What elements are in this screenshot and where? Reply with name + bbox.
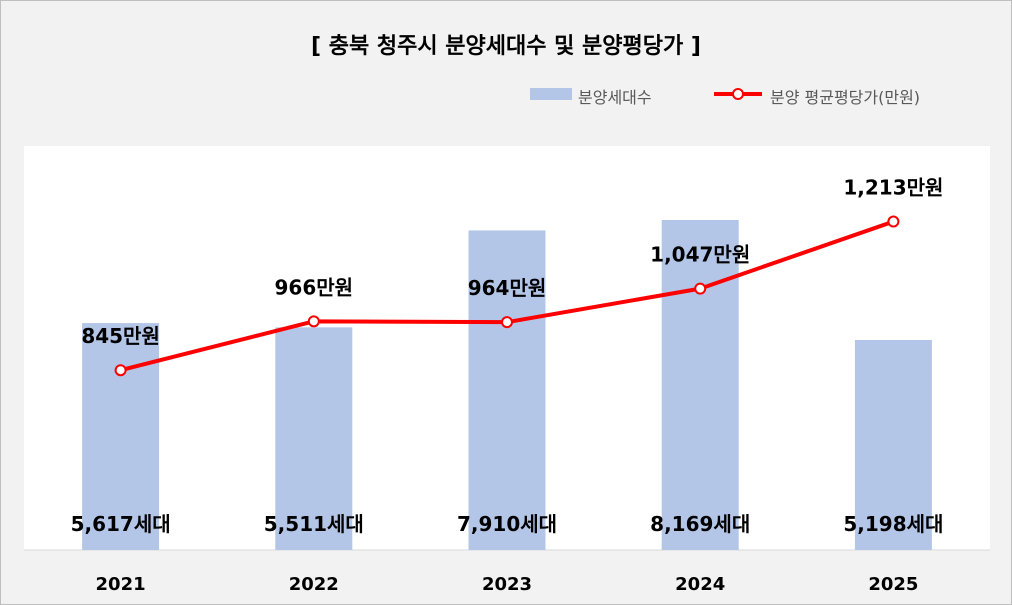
bar-data-label: 5,198세대 [843, 512, 943, 536]
line-data-label: 1,213만원 [843, 176, 943, 200]
bar-data-label: 5,617세대 [71, 512, 171, 536]
x-tick-label: 2025 [868, 574, 918, 595]
bar-2021 [82, 323, 160, 550]
legend-swatch-line [714, 88, 762, 100]
line-point-2022 [307, 315, 320, 328]
bar-data-label: 8,169세대 [650, 512, 750, 536]
bar-data-label: 7,910세대 [457, 512, 557, 536]
bar-data-label: 5,511세대 [264, 512, 364, 536]
line-data-label: 966만원 [275, 275, 354, 299]
bar-2025 [854, 340, 932, 550]
line-data-label: 964만원 [468, 276, 547, 300]
line-data-label: 1,047만원 [650, 243, 750, 267]
line-point-2021 [114, 364, 127, 377]
line-data-label: 845만원 [81, 324, 160, 348]
legend-swatch-bar [530, 88, 572, 100]
chart-title: [ 충북 청주시 분양세대수 및 분양평당가 ] [311, 34, 701, 59]
legend-label-bar: 분양세대수 [578, 88, 652, 107]
bar-2022 [275, 327, 353, 550]
bar-2024 [661, 219, 739, 550]
bar-2023 [468, 230, 546, 550]
line-point-2024 [694, 282, 707, 295]
x-tick-label: 2023 [482, 574, 532, 595]
line-point-2023 [501, 316, 513, 329]
x-tick-label: 2022 [289, 574, 339, 595]
x-tick-label: 2024 [675, 574, 725, 595]
line-point-2025 [887, 215, 900, 228]
x-tick-label: 2021 [96, 574, 146, 595]
legend-label-line: 분양 평균평당가(만원) [770, 88, 921, 107]
